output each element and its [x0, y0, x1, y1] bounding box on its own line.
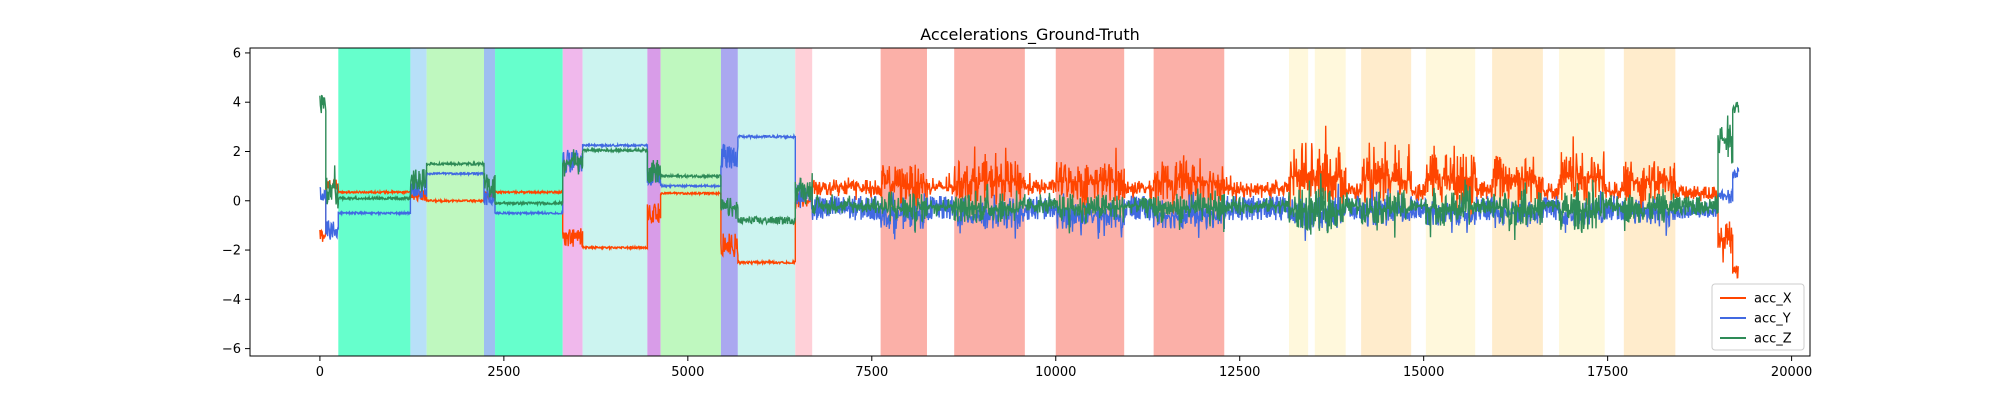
series-line-acc_X	[319, 125, 1739, 279]
x-axis-ticks: 0 2500 5000 7500 10000 12500 15000 17500 20000	[316, 356, 1812, 380]
activity-band-7	[582, 48, 648, 356]
y-tick-label: −2	[222, 244, 241, 259]
legend-label-acc_Z: acc_Z	[1754, 332, 1792, 347]
activity-band-9	[660, 48, 721, 356]
plot-frame	[249, 47, 1811, 357]
legend-box	[1711, 283, 1805, 351]
activity-band-8	[647, 48, 661, 356]
x-tick-label: 12500	[1219, 365, 1260, 380]
legend-label-acc_X: acc_X	[1754, 292, 1792, 307]
legend-label-acc_Y: acc_Y	[1754, 312, 1791, 327]
activity-band-6	[562, 48, 583, 356]
x-tick-label: 2500	[487, 365, 520, 380]
x-tick-label: 15000	[1403, 365, 1444, 380]
x-tick-label: 5000	[671, 365, 704, 380]
y-tick-label: 4	[233, 96, 241, 111]
activity-band-11	[737, 48, 796, 356]
x-tick-label: 20000	[1771, 365, 1812, 380]
y-tick-label: −4	[222, 293, 241, 308]
chart-title: Accelerations_Ground-Truth	[920, 25, 1139, 45]
legend: acc_X acc_Y acc_Z	[1711, 283, 1805, 351]
y-tick-label: 6	[233, 46, 241, 61]
activity-band-1	[338, 48, 411, 356]
y-tick-label: 0	[233, 194, 241, 209]
y-tick-label: 2	[233, 145, 241, 160]
activity-band-2	[410, 48, 427, 356]
x-tick-label: 0	[316, 365, 324, 380]
x-tick-label: 17500	[1587, 365, 1628, 380]
series-line-acc_Z	[319, 94, 1740, 241]
y-tick-label: −6	[222, 342, 241, 357]
series-lines	[319, 94, 1740, 279]
y-axis-ticks: −6 −4 −2 0 2 4 6	[222, 46, 250, 357]
x-tick-label: 7500	[855, 365, 888, 380]
x-tick-label: 10000	[1035, 365, 1076, 380]
